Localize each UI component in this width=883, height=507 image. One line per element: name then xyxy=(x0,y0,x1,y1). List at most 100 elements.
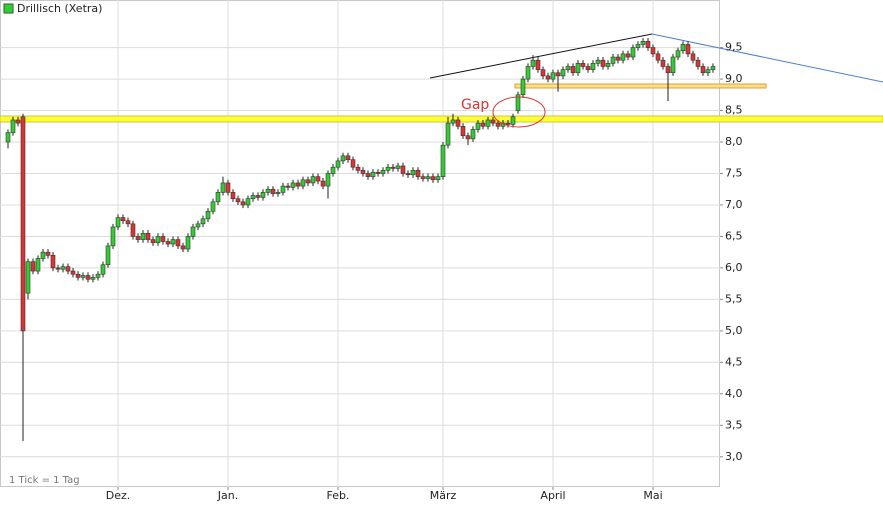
candle-body xyxy=(520,78,526,96)
candle-body xyxy=(340,155,346,162)
candle-body xyxy=(355,166,361,171)
candle-body xyxy=(700,66,706,74)
trend-line xyxy=(429,33,653,79)
support-band xyxy=(514,83,767,89)
candle-body xyxy=(485,119,491,127)
candle-body xyxy=(480,122,486,127)
y-tick-label: 6,5 xyxy=(725,229,743,242)
candle-body xyxy=(610,56,616,64)
candle-body xyxy=(425,176,431,179)
candle-body xyxy=(705,69,711,74)
candle-body xyxy=(95,273,101,278)
candle-body xyxy=(410,170,416,176)
candle-body xyxy=(645,40,651,48)
support-band xyxy=(0,115,883,123)
candle-body xyxy=(200,218,206,225)
candle-body xyxy=(530,59,536,67)
candle-body xyxy=(295,182,301,187)
axes: 3,0 3,5 4,0 4,5 5,0 5,5 6,0 6,5 7,0 7,5 8,0 8,5 9,0 9… xyxy=(106,41,743,502)
candle-body xyxy=(525,66,531,80)
candle-body xyxy=(100,264,106,275)
candle-body xyxy=(675,50,681,58)
candle-body xyxy=(275,192,281,194)
candle-body xyxy=(405,173,411,176)
candle-body xyxy=(270,188,276,194)
candle-body xyxy=(85,275,91,280)
candle-body xyxy=(190,226,196,237)
candle-body xyxy=(110,226,116,247)
candle-body xyxy=(650,47,656,55)
x-tick-label: Feb. xyxy=(327,489,350,502)
candle-body xyxy=(430,176,436,181)
candle-body xyxy=(25,261,31,294)
candle-body xyxy=(140,232,146,240)
candle-body xyxy=(545,75,551,80)
x-tick-label: März xyxy=(430,489,457,502)
candle-body xyxy=(240,201,246,206)
candle-body xyxy=(330,166,336,174)
candle-body xyxy=(310,176,316,184)
plot-frame xyxy=(0,0,720,487)
candle-body xyxy=(75,273,81,278)
candle-body xyxy=(620,53,626,61)
candle-body xyxy=(130,223,136,237)
candle-body xyxy=(495,122,501,127)
candle-body xyxy=(80,275,86,278)
gap-ellipse xyxy=(492,96,546,128)
candle-body xyxy=(315,176,321,182)
candles xyxy=(5,38,716,442)
annotation: Gap xyxy=(461,97,489,113)
candle-body xyxy=(50,255,56,269)
candle-body xyxy=(665,66,671,74)
y-tick-label: 7,0 xyxy=(725,198,743,211)
y-tick-label: 5,5 xyxy=(725,292,743,305)
legend-swatch xyxy=(3,3,14,14)
candle-body xyxy=(385,166,391,171)
y-tick-label: 9,0 xyxy=(725,72,743,85)
candle-body xyxy=(280,185,286,193)
candle-body xyxy=(360,170,366,174)
candle-body xyxy=(415,170,421,177)
candle-body xyxy=(155,236,161,244)
candle-body xyxy=(90,277,96,280)
y-tick-label: 6,0 xyxy=(725,261,743,274)
y-tick-label: 8,5 xyxy=(725,104,743,117)
candle-body xyxy=(105,245,111,266)
candle-body xyxy=(600,59,606,67)
candle-body xyxy=(680,44,686,52)
candle-body xyxy=(210,201,216,212)
candle-body xyxy=(450,119,456,124)
candle-body xyxy=(395,165,401,169)
candle-body xyxy=(690,53,696,61)
candle-body xyxy=(695,59,701,67)
candle-body xyxy=(390,166,396,169)
candle-body xyxy=(475,122,481,130)
candle-body xyxy=(135,236,141,240)
y-tick-label: 4,0 xyxy=(725,387,743,400)
candle-body xyxy=(470,129,476,140)
candle-body xyxy=(570,66,576,74)
candle-body xyxy=(655,53,661,61)
candle-body xyxy=(40,251,46,259)
candle-body xyxy=(10,119,16,133)
candle-body xyxy=(505,122,511,125)
candle-body xyxy=(630,47,636,58)
candle-body xyxy=(175,239,181,247)
y-tick-label: 3,0 xyxy=(725,450,743,463)
candle-body xyxy=(560,69,566,77)
candle-body xyxy=(710,66,716,70)
candle-body xyxy=(215,192,221,203)
candle-body xyxy=(35,258,41,272)
candle-body xyxy=(5,132,11,143)
grid xyxy=(0,0,720,487)
candle-body xyxy=(370,171,376,177)
candle-body xyxy=(635,44,641,48)
y-tick-label: 5,0 xyxy=(725,324,743,337)
y-tick-label: 7,5 xyxy=(725,166,743,179)
candle-body xyxy=(565,66,571,70)
y-tick-label: 9,5 xyxy=(725,41,743,54)
candle-body xyxy=(535,59,541,70)
candle-body xyxy=(550,72,556,80)
candle-body xyxy=(235,198,241,203)
